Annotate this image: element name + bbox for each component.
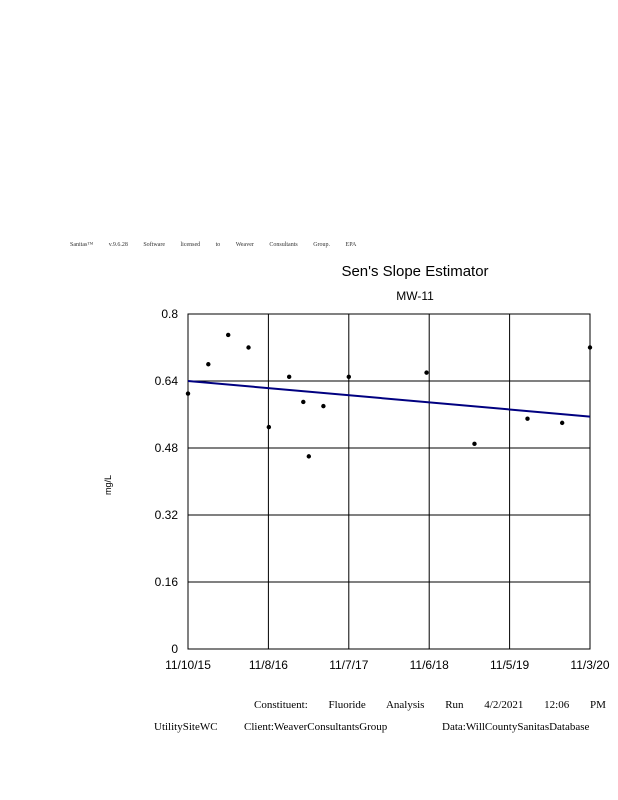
x-tick-label: 11/8/16 bbox=[249, 658, 288, 672]
y-tick-label: 0.48 bbox=[155, 441, 179, 455]
data-point bbox=[306, 454, 312, 459]
data-point bbox=[226, 332, 231, 338]
data-point bbox=[185, 391, 191, 396]
footer-data: Data:WillCountySanitasDatabase bbox=[442, 721, 590, 733]
data-point bbox=[346, 374, 351, 380]
y-tick-label: 0.64 bbox=[155, 374, 179, 388]
x-tick-label: 11/6/18 bbox=[410, 658, 449, 672]
x-tick-label: 11/5/19 bbox=[490, 658, 529, 672]
y-tick-label: 0.32 bbox=[155, 508, 179, 522]
data-point bbox=[321, 403, 326, 409]
data-point bbox=[472, 441, 477, 447]
footer-constituent: Constituent: Fluoride Analysis Run 4/2/2… bbox=[254, 699, 606, 711]
data-point bbox=[525, 416, 530, 421]
data-point bbox=[587, 345, 593, 350]
x-tick-label: 11/3/20 bbox=[570, 658, 609, 672]
footer-site: UtilitySiteWC bbox=[154, 721, 218, 733]
y-tick-label: 0 bbox=[171, 642, 178, 656]
plot-frame bbox=[187, 313, 591, 650]
data-point bbox=[246, 345, 251, 350]
x-tick-label: 11/10/15 bbox=[165, 658, 211, 672]
chart-title: Sen's Slope Estimator bbox=[341, 263, 489, 280]
y-tick-label: 0.8 bbox=[161, 307, 178, 321]
data-point bbox=[206, 362, 211, 367]
data-point bbox=[266, 424, 272, 430]
trend-line bbox=[187, 380, 591, 418]
data-point bbox=[301, 399, 306, 405]
data-point bbox=[559, 420, 565, 426]
data-point bbox=[286, 374, 292, 380]
footer-client: Client:WeaverConsultantsGroup bbox=[244, 721, 388, 733]
y-tick-label: 0.16 bbox=[155, 575, 179, 589]
x-tick-label: 11/7/17 bbox=[329, 658, 368, 672]
software-banner: Sanitas™ v.9.6.28 Software licensed to W… bbox=[70, 242, 357, 248]
chart-subtitle: MW-11 bbox=[396, 289, 434, 303]
data-point bbox=[424, 370, 429, 375]
